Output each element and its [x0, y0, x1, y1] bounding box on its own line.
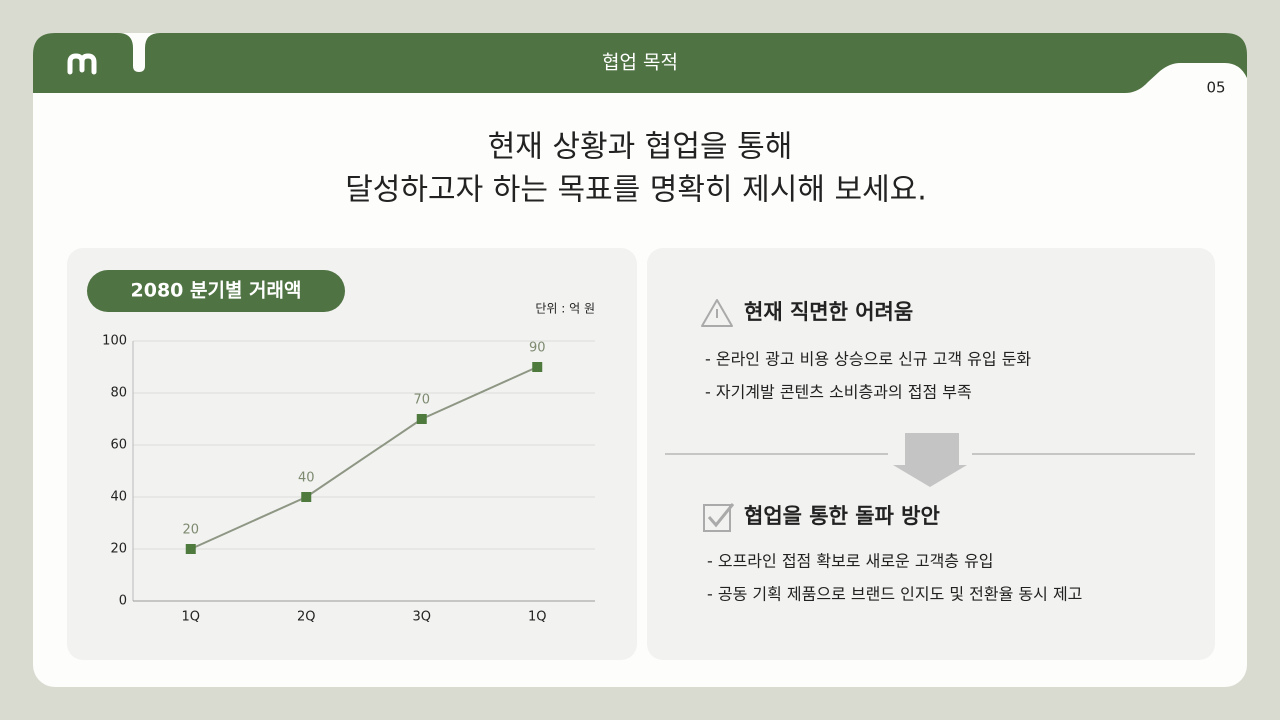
data-label: 40: [298, 471, 315, 486]
marker: [416, 414, 427, 424]
y-tick-label: 100: [102, 334, 127, 349]
logo: [67, 53, 97, 75]
headline: 달성하고자 하는 목표를 명확히 제시해 보세요.: [345, 173, 927, 208]
x-tick-label: 1Q: [528, 610, 547, 625]
chart-title-pill: [87, 270, 345, 312]
line: [190, 366, 538, 550]
warning-icon: [701, 299, 733, 327]
marker: [185, 544, 196, 554]
bullet: - 공동 기획 제품으로 브랜드 인지도 및 전환율 동시 제고: [707, 585, 1082, 604]
down-arrow: [893, 433, 967, 487]
data-label: 70: [413, 393, 430, 408]
check-icon: [703, 504, 731, 532]
section-heading: 협업을 통한 돌파 방안: [744, 504, 940, 528]
check-icon: [707, 503, 735, 528]
y-tick-label: 0: [119, 594, 127, 609]
x-tick-label: 1Q: [181, 610, 200, 625]
x-tick-label: 2Q: [297, 610, 316, 625]
bullet: - 자기계발 콘텐츠 소비층과의 접점 부족: [705, 383, 972, 402]
chart-title: 2080 분기별 거래액: [131, 280, 302, 302]
header-title: 협업 목적: [602, 52, 678, 74]
chart-panel: [67, 248, 637, 660]
header-bar: [33, 33, 1247, 93]
y-tick-label: 60: [110, 438, 127, 453]
bullet: - 온라인 광고 비용 상승으로 신규 고객 유입 둔화: [705, 350, 1031, 369]
bullet: - 오프라인 접점 확보로 새로운 고객층 유입: [707, 552, 994, 571]
unit-label: 단위 : 억 원: [535, 302, 595, 316]
marker: [301, 492, 312, 502]
line-chart: 0 20 40 60 80 100 1Q 2Q 3Q 1Q 20 40 70 90: [102, 334, 595, 625]
y-tick-label: 40: [110, 490, 127, 505]
page-number: 05: [1206, 79, 1225, 97]
headline: 현재 상황과 협업을 통해: [488, 130, 793, 165]
y-tick-label: 20: [110, 542, 127, 557]
data-label: 90: [529, 341, 546, 356]
data-label: 20: [182, 523, 199, 538]
x-tick-label: 3Q: [412, 610, 431, 625]
y-tick-label: 80: [110, 386, 127, 401]
section-heading: 현재 직면한 어려움: [744, 300, 913, 324]
marker: [532, 362, 543, 372]
